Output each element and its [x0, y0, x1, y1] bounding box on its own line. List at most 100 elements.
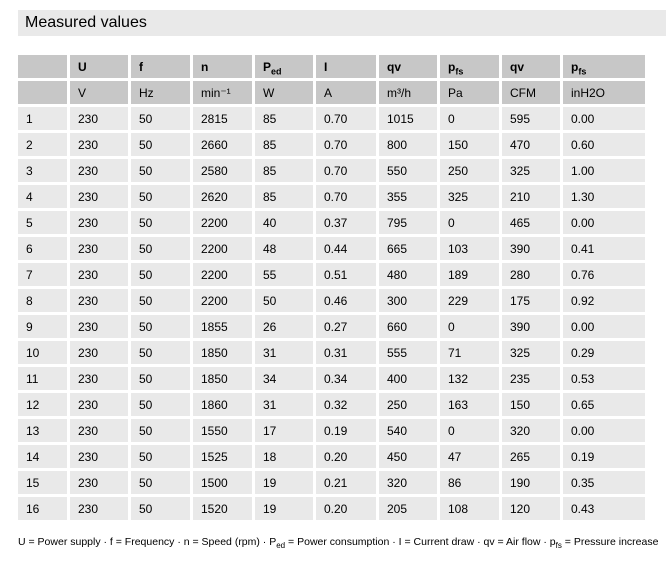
- table-cell: 325: [502, 341, 560, 364]
- legend-text: U = Power supply · f = Frequency · n = S…: [18, 536, 672, 551]
- table-cell: 660: [379, 315, 437, 338]
- row-number-cell: 7: [18, 263, 67, 286]
- table-row: 15 230 50 1500 19 0.21 320 86 190 0.35: [18, 471, 645, 494]
- table-cell: 355: [379, 185, 437, 208]
- table-cell: 230: [70, 263, 128, 286]
- table-cell: 0: [440, 315, 499, 338]
- table-cell: 132: [440, 367, 499, 390]
- table-cell: 450: [379, 445, 437, 468]
- table-cell: 1015: [379, 107, 437, 130]
- table-cell: 0.34: [316, 367, 376, 390]
- table-cell: 0.44: [316, 237, 376, 260]
- unit-cell-min: min⁻¹: [193, 81, 252, 104]
- table-cell: 0.65: [563, 393, 645, 416]
- table-cell: 85: [255, 107, 313, 130]
- header-cell-pressure-inh2o: pfs: [563, 55, 645, 78]
- row-number-cell: 14: [18, 445, 67, 468]
- header-cell-frequency: f: [131, 55, 190, 78]
- table-cell: 19: [255, 497, 313, 520]
- table-cell: 0.00: [563, 419, 645, 442]
- table-cell: 1855: [193, 315, 252, 338]
- table-cell: 26: [255, 315, 313, 338]
- table-cell: 1850: [193, 341, 252, 364]
- table-cell: 50: [131, 367, 190, 390]
- row-number-cell: 3: [18, 159, 67, 182]
- table-row: 3 230 50 2580 85 0.70 550 250 325 1.00: [18, 159, 645, 182]
- table-cell: 50: [131, 237, 190, 260]
- table-cell: 0.32: [316, 393, 376, 416]
- table-cell: 555: [379, 341, 437, 364]
- table-row: 16 230 50 1520 19 0.20 205 108 120 0.43: [18, 497, 645, 520]
- table-row: 14 230 50 1525 18 0.20 450 47 265 0.19: [18, 445, 645, 468]
- table-cell: 1525: [193, 445, 252, 468]
- table-row: 4 230 50 2620 85 0.70 355 325 210 1.30: [18, 185, 645, 208]
- table-cell: 230: [70, 471, 128, 494]
- table-cell: 0.51: [316, 263, 376, 286]
- table-row: 11 230 50 1850 34 0.34 400 132 235 0.53: [18, 367, 645, 390]
- unit-cell-cfm: CFM: [502, 81, 560, 104]
- table-cell: 465: [502, 211, 560, 234]
- table-cell: 0.31: [316, 341, 376, 364]
- table-cell: 0.00: [563, 315, 645, 338]
- table-cell: 2200: [193, 289, 252, 312]
- table-cell: 50: [131, 185, 190, 208]
- row-number-cell: 13: [18, 419, 67, 442]
- table-cell: 47: [440, 445, 499, 468]
- table-cell: 1860: [193, 393, 252, 416]
- table-cell: 2620: [193, 185, 252, 208]
- table-cell: 2200: [193, 263, 252, 286]
- table-cell: 0.76: [563, 263, 645, 286]
- row-number-cell: 16: [18, 497, 67, 520]
- measured-values-table: U f n Ped I qv pfs qv pfs V Hz min⁻¹ W A…: [15, 52, 648, 523]
- table-row: 7 230 50 2200 55 0.51 480 189 280 0.76: [18, 263, 645, 286]
- table-cell: 0.46: [316, 289, 376, 312]
- table-row: 2 230 50 2660 85 0.70 800 150 470 0.60: [18, 133, 645, 156]
- unit-cell-m3h: m³/h: [379, 81, 437, 104]
- table-cell: 250: [379, 393, 437, 416]
- table-cell: 0.20: [316, 497, 376, 520]
- table-cell: 34: [255, 367, 313, 390]
- table-cell: 0.29: [563, 341, 645, 364]
- table-cell: 18: [255, 445, 313, 468]
- table-cell: 50: [131, 315, 190, 338]
- table-cell: 71: [440, 341, 499, 364]
- table-cell: 0.70: [316, 185, 376, 208]
- header-cell-current: I: [316, 55, 376, 78]
- row-number-cell: 9: [18, 315, 67, 338]
- table-cell: 0.60: [563, 133, 645, 156]
- row-number-cell: 10: [18, 341, 67, 364]
- table-cell: 50: [131, 341, 190, 364]
- table-cell: 0.70: [316, 159, 376, 182]
- table-cell: 19: [255, 471, 313, 494]
- table-cell: 2660: [193, 133, 252, 156]
- legend-sub-ed: ed: [276, 541, 286, 551]
- table-cell: 2200: [193, 237, 252, 260]
- table-cell: 1.30: [563, 185, 645, 208]
- unit-cell-empty: [18, 81, 67, 104]
- table-cell: 0.43: [563, 497, 645, 520]
- row-number-cell: 2: [18, 133, 67, 156]
- table-cell: 120: [502, 497, 560, 520]
- table-row: 12 230 50 1860 31 0.32 250 163 150 0.65: [18, 393, 645, 416]
- table-cell: 235: [502, 367, 560, 390]
- table-cell: 2580: [193, 159, 252, 182]
- table-cell: 550: [379, 159, 437, 182]
- header-cell-speed: n: [193, 55, 252, 78]
- table-cell: 31: [255, 341, 313, 364]
- table-cell: 150: [440, 133, 499, 156]
- table-cell: 0.00: [563, 211, 645, 234]
- table-cell: 150: [502, 393, 560, 416]
- table-cell: 0: [440, 107, 499, 130]
- table-cell: 50: [131, 211, 190, 234]
- table-cell: 1520: [193, 497, 252, 520]
- table-cell: 230: [70, 237, 128, 260]
- section-title-bar: Measured values: [18, 10, 666, 36]
- table-cell: 103: [440, 237, 499, 260]
- table-cell: 1500: [193, 471, 252, 494]
- unit-cell-pa: Pa: [440, 81, 499, 104]
- header-cell-empty: [18, 55, 67, 78]
- legend-part-3: = Pressure increase: [561, 536, 659, 548]
- table-cell: 31: [255, 393, 313, 416]
- table-cell: 400: [379, 367, 437, 390]
